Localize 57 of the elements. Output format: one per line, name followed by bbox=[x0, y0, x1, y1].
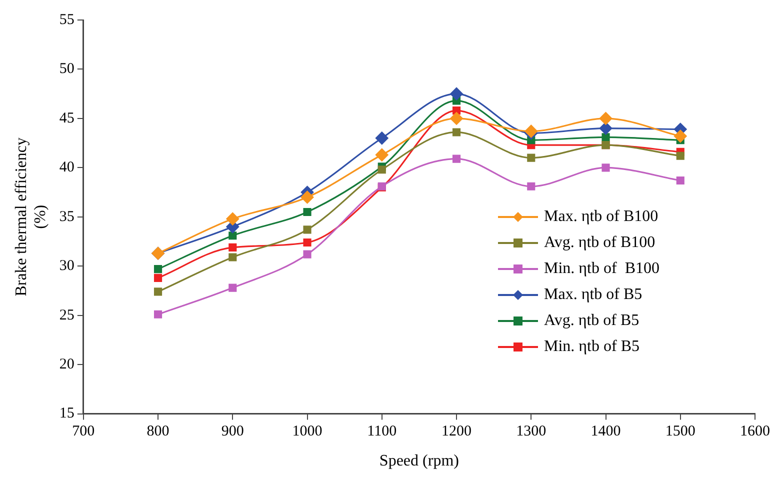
point bbox=[378, 166, 386, 174]
point bbox=[228, 232, 237, 240]
y-tick-label: 35 bbox=[59, 208, 74, 225]
point bbox=[303, 208, 312, 216]
point bbox=[602, 164, 610, 172]
x-tick-label: 1600 bbox=[740, 424, 770, 440]
y-tick-label: 15 bbox=[59, 406, 74, 422]
point bbox=[228, 284, 237, 292]
point bbox=[375, 132, 388, 145]
y-axis-title: Brake thermal efficiency (%) bbox=[12, 138, 50, 296]
y-tick-label: 20 bbox=[59, 356, 74, 373]
legend-label: Avg. ηtb of B5 bbox=[544, 311, 640, 331]
x-tick-label: 900 bbox=[221, 424, 244, 440]
point bbox=[154, 310, 162, 318]
x-tick-label: 1100 bbox=[367, 424, 397, 440]
x-tick-label: 1400 bbox=[590, 424, 621, 440]
point bbox=[599, 112, 612, 125]
legend-label: Max. ηtb of B5 bbox=[544, 285, 642, 305]
y-tick-label: 30 bbox=[59, 258, 74, 274]
x-tick-label: 700 bbox=[72, 424, 95, 440]
point bbox=[676, 176, 684, 185]
point bbox=[228, 243, 237, 252]
x-tick-label: 1300 bbox=[516, 424, 546, 440]
point bbox=[450, 112, 464, 125]
x-axis-title: Speed (rpm) bbox=[379, 452, 459, 470]
point bbox=[452, 154, 461, 163]
legend-label: Min. ηtb of B100 bbox=[544, 259, 660, 279]
point bbox=[527, 182, 536, 190]
point bbox=[450, 87, 464, 100]
point bbox=[599, 122, 612, 135]
y-tick-label: 45 bbox=[59, 110, 74, 126]
y-tick-label: 50 bbox=[59, 61, 74, 78]
point bbox=[228, 253, 237, 262]
legend-label: Min. ηtb of B5 bbox=[544, 337, 640, 357]
point bbox=[303, 226, 312, 234]
point bbox=[226, 212, 240, 226]
point bbox=[602, 133, 610, 142]
y-tick-label: 40 bbox=[59, 160, 74, 176]
point bbox=[452, 128, 461, 136]
point bbox=[300, 190, 314, 204]
y-tick-label: 25 bbox=[59, 307, 74, 324]
point bbox=[527, 154, 536, 162]
x-tick-label: 800 bbox=[146, 424, 170, 440]
point bbox=[303, 250, 312, 258]
point bbox=[154, 274, 162, 282]
point bbox=[676, 152, 684, 160]
legend-label: Max. ηtb of B100 bbox=[544, 207, 658, 227]
point bbox=[154, 265, 162, 274]
x-tick-label: 1200 bbox=[442, 424, 472, 440]
legend-label: Avg. ηtb of B100 bbox=[544, 233, 656, 253]
y-tick-label: 55 bbox=[59, 12, 74, 28]
x-tick-label: 1500 bbox=[665, 424, 696, 440]
point bbox=[674, 130, 687, 143]
point bbox=[303, 238, 312, 247]
x-tick-label: 1000 bbox=[292, 424, 322, 440]
point bbox=[375, 148, 388, 162]
point bbox=[154, 288, 162, 296]
